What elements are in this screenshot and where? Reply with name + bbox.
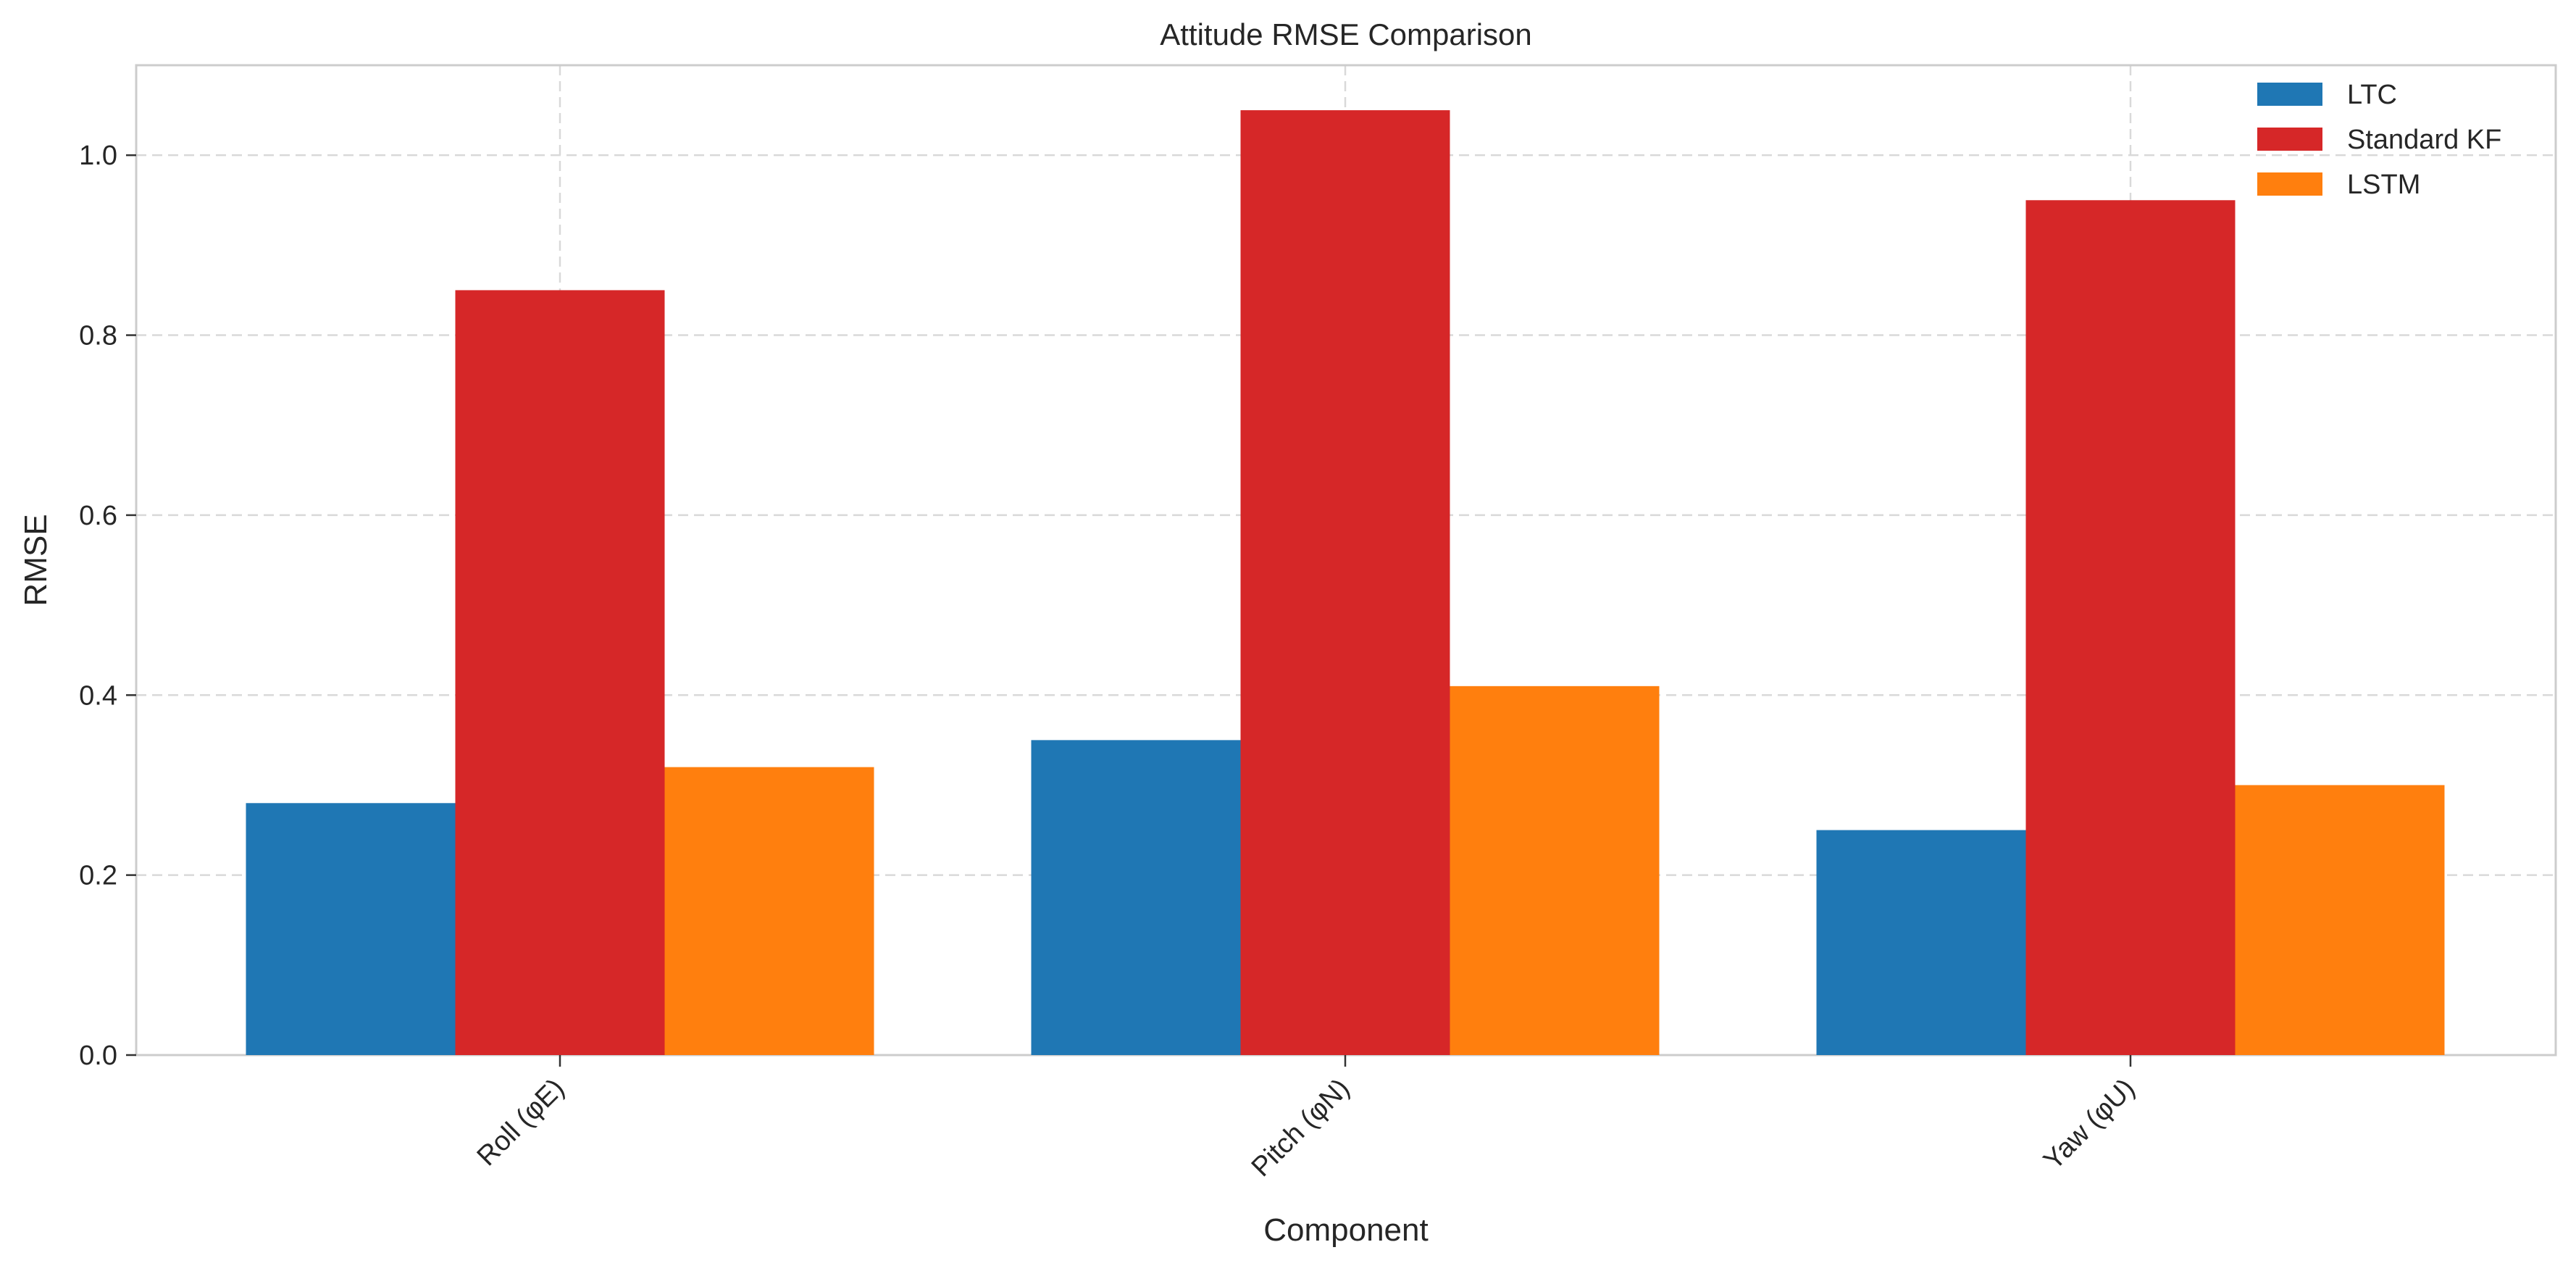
- x-tick-label: Roll (φE): [472, 1073, 571, 1172]
- y-axis-label: RMSE: [18, 514, 54, 606]
- legend-swatch: [2257, 128, 2322, 151]
- bar-standard-kf: [455, 290, 665, 1055]
- y-tick-label: 0.0: [79, 1041, 117, 1071]
- legend-swatch: [2257, 83, 2322, 106]
- x-axis: Roll (φE) Pitch (φN) Yaw (φU): [472, 1055, 2141, 1183]
- y-tick-label: 0.4: [79, 680, 117, 711]
- chart-title: Attitude RMSE Comparison: [1160, 17, 1532, 51]
- bar-standard-kf: [1240, 110, 1450, 1055]
- x-tick-label: Pitch (φN): [1246, 1073, 1356, 1183]
- legend-label: LSTM: [2347, 170, 2420, 200]
- y-tick-label: 1.0: [79, 141, 117, 171]
- bar-ltc: [1031, 740, 1241, 1055]
- legend-label: LTC: [2347, 80, 2397, 110]
- bar-ltc: [246, 803, 456, 1055]
- legend-label: Standard KF: [2347, 125, 2501, 155]
- x-tick-label: Yaw (φU): [2038, 1073, 2141, 1176]
- y-axis: 0.0 0.2 0.4 0.6 0.8 1.0: [79, 141, 136, 1071]
- y-tick-label: 0.8: [79, 321, 117, 351]
- legend-swatch: [2257, 172, 2322, 196]
- bar-ltc: [1816, 830, 2026, 1055]
- bar-lstm: [664, 767, 874, 1055]
- y-tick-label: 0.2: [79, 861, 117, 891]
- y-tick-label: 0.6: [79, 501, 117, 531]
- bars: [246, 110, 2445, 1056]
- bar-standard-kf: [2025, 200, 2236, 1056]
- bar-lstm: [2235, 785, 2445, 1055]
- bar-lstm: [1450, 685, 1660, 1055]
- x-axis-label: Component: [1263, 1212, 1428, 1248]
- legend: LTC Standard KF LSTM: [2257, 80, 2501, 200]
